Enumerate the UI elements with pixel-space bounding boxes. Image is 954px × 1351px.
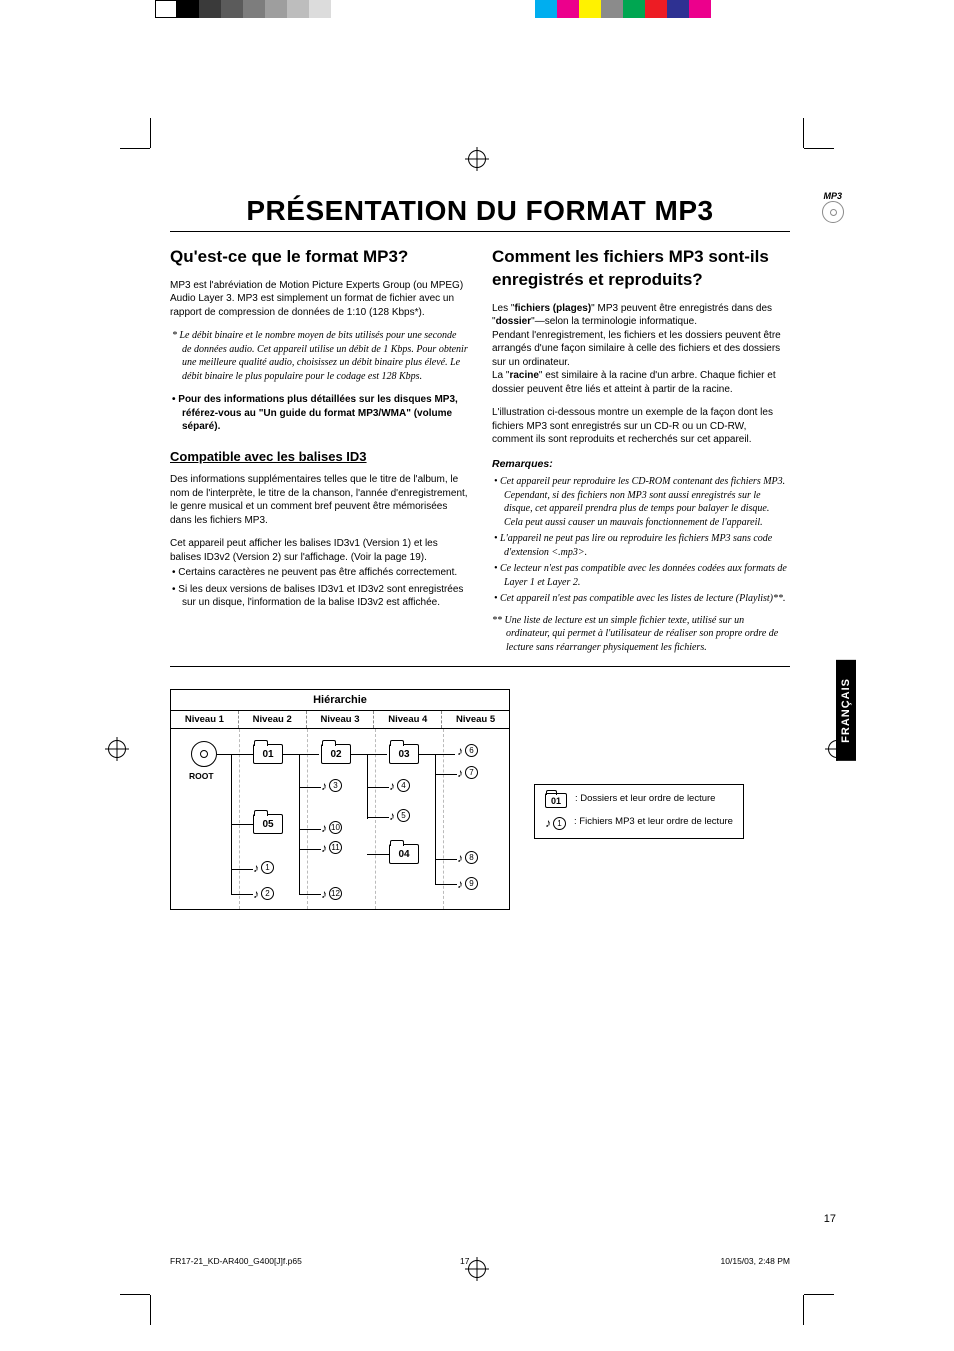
divider	[170, 231, 790, 232]
list-item: L'appareil ne peut pas lire ou reproduir…	[504, 532, 790, 559]
crop-mark-icon	[130, 128, 170, 168]
right-column: Comment les fichiers MP3 sont-ils enregi…	[492, 246, 790, 654]
level-label: Niveau 5	[442, 711, 509, 728]
registration-mark-icon	[468, 150, 486, 168]
footer-page: 17	[460, 1256, 469, 1266]
folder-icon: 02	[321, 744, 351, 764]
bold-note: Pour des informations plus détaillées su…	[170, 393, 468, 434]
diagram-title: Hiérarchie	[171, 690, 509, 711]
crop-mark-icon	[784, 1275, 824, 1315]
hierarchy-diagram: Hiérarchie Niveau 1 Niveau 2 Niveau 3 Ni…	[170, 689, 510, 910]
music-note-icon: ♪1	[545, 816, 566, 830]
print-footer: FR17-21_KD-AR400_G400[J]f.p65 17 10/15/0…	[170, 1256, 790, 1266]
music-note-icon: ♪5	[389, 809, 410, 822]
body-text: Les "fichiers (plages)" MP3 peuvent être…	[492, 302, 790, 329]
sub-heading: Compatible avec les balises ID3	[170, 448, 468, 466]
remarks-heading: Remarques:	[492, 457, 790, 471]
language-tab: FRANÇAIS	[836, 660, 856, 761]
footer-timestamp: 10/15/03, 2:48 PM	[721, 1256, 790, 1266]
legend-text: Dossiers et leur ordre de lecture	[575, 793, 733, 804]
folder-icon: 01	[253, 744, 283, 764]
music-note-icon: ♪9	[457, 877, 478, 890]
body-text: Cet appareil peut afficher les balises I…	[170, 537, 468, 564]
music-note-icon: ♪3	[321, 779, 342, 792]
folder-icon: 01	[545, 793, 567, 808]
section-heading: Comment les fichiers MP3 sont-ils enregi…	[492, 246, 790, 292]
list-item: Cet appareil n'est pas compatible avec l…	[504, 592, 790, 606]
level-label: Niveau 3	[307, 711, 375, 728]
registration-mark-icon	[108, 740, 126, 758]
remarks-list: Cet appareil peur reproduire les CD-ROM …	[492, 475, 790, 606]
crop-mark-icon	[130, 1275, 170, 1315]
mp3-label: MP3	[823, 191, 842, 201]
music-note-icon: ♪7	[457, 766, 478, 779]
tree-body: ROOT	[171, 729, 509, 909]
folder-icon: 03	[389, 744, 419, 764]
music-note-icon: ♪6	[457, 744, 478, 757]
folder-icon: 04	[389, 844, 419, 864]
page-number: 17	[824, 1213, 836, 1225]
bullet-list: Certains caractères ne peuvent pas être …	[170, 566, 468, 610]
list-item: Cet appareil peur reproduire les CD-ROM …	[504, 475, 790, 529]
disc-icon	[191, 741, 217, 767]
left-column: Qu'est-ce que le format MP3? MP3 est l'a…	[170, 246, 468, 654]
music-note-icon: ♪11	[321, 841, 342, 854]
body-text: Pendant l'enregistrement, les fichiers e…	[492, 329, 790, 370]
music-note-icon: ♪1	[253, 861, 274, 874]
music-note-icon: ♪8	[457, 851, 478, 864]
music-note-icon: ♪10	[321, 821, 342, 834]
music-note-icon: ♪12	[321, 887, 342, 900]
footnote: * Le débit binaire et le nombre moyen de…	[170, 329, 468, 383]
list-item: Certains caractères ne peuvent pas être …	[182, 566, 468, 580]
double-footnote: Une liste de lecture est un simple fichi…	[492, 614, 790, 655]
level-label: Niveau 2	[239, 711, 307, 728]
level-headers: Niveau 1 Niveau 2 Niveau 3 Niveau 4 Nive…	[171, 711, 509, 729]
footer-filename: FR17-21_KD-AR400_G400[J]f.p65	[170, 1256, 302, 1266]
disc-icon	[822, 201, 844, 223]
level-label: Niveau 1	[171, 711, 239, 728]
section-heading: Qu'est-ce que le format MP3?	[170, 246, 468, 269]
body-text: L'illustration ci-dessous montre un exem…	[492, 406, 790, 447]
legend-text: Fichiers MP3 et leur ordre de lecture	[574, 816, 733, 827]
list-item: Ce lecteur n'est pas compatible avec les…	[504, 562, 790, 589]
music-note-icon: ♪4	[389, 779, 410, 792]
body-text: La "racine" est similaire à la racine d'…	[492, 369, 790, 396]
body-text: MP3 est l'abréviation de Motion Picture …	[170, 279, 468, 320]
page-title: PRÉSENTATION DU FORMAT MP3	[170, 195, 790, 227]
list-item: Si les deux versions de balises ID3v1 et…	[182, 583, 468, 610]
body-text: Des informations supplémentaires telles …	[170, 473, 468, 527]
folder-icon: 05	[253, 814, 283, 834]
level-label: Niveau 4	[374, 711, 442, 728]
divider	[170, 666, 790, 667]
music-note-icon: ♪2	[253, 887, 274, 900]
crop-mark-icon	[784, 128, 824, 168]
print-color-bar-left	[155, 0, 331, 18]
root-label: ROOT	[189, 771, 214, 781]
print-color-bar-right	[535, 0, 711, 18]
legend-box: 01 Dossiers et leur ordre de lecture ♪1 …	[534, 784, 744, 839]
